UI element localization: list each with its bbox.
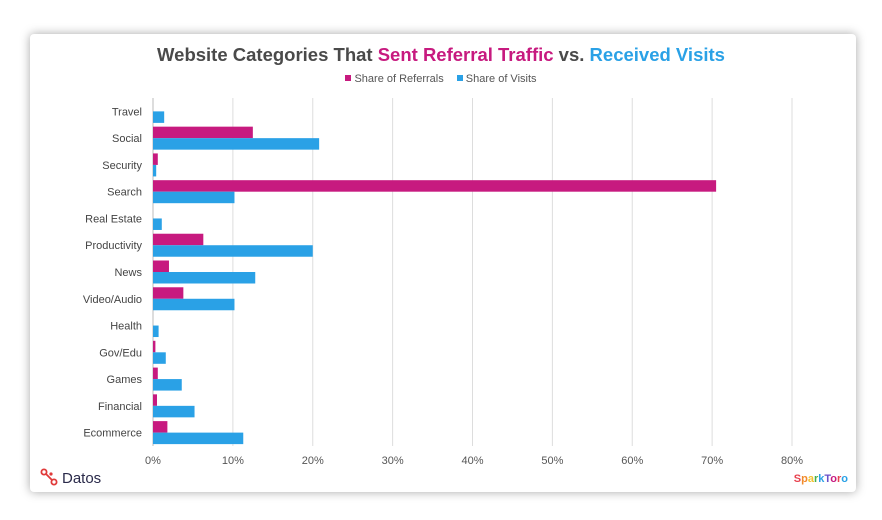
x-tick-label: 10% xyxy=(222,455,244,467)
x-tick-label: 30% xyxy=(382,455,404,467)
sparktoro-label: SparkToro xyxy=(794,473,848,485)
title-part1: Website Categories That xyxy=(157,44,378,65)
legend-item-referrals: Share of Referrals xyxy=(345,73,444,85)
x-tick-label: 0% xyxy=(145,455,161,467)
bar-referrals xyxy=(153,421,168,433)
bar-visits xyxy=(153,298,235,311)
bar-visits xyxy=(153,325,159,338)
datos-label: Datos xyxy=(62,470,102,487)
bar-referrals xyxy=(153,126,253,139)
bar-referrals xyxy=(153,367,158,380)
legend-label-referrals: Share of Referrals xyxy=(354,73,444,85)
bar-visits xyxy=(153,191,235,204)
bar-visits xyxy=(153,379,182,391)
category-label: Financial xyxy=(98,401,142,413)
bar-referrals xyxy=(153,260,169,272)
category-label: News xyxy=(114,267,142,279)
category-label: Video/Audio xyxy=(83,294,142,306)
datos-brand: Datos xyxy=(40,468,101,487)
x-tick-label: 50% xyxy=(541,455,563,467)
category-label: Productivity xyxy=(85,240,142,252)
x-tick-label: 70% xyxy=(701,455,723,467)
legend-swatch-referrals xyxy=(345,75,352,81)
sparktoro-letter: a xyxy=(807,473,814,485)
legend-item-visits: Share of Visits xyxy=(456,73,537,85)
legend-label-visits: Share of Visits xyxy=(465,73,537,85)
category-label: Health xyxy=(110,321,142,333)
x-tick-label: 20% xyxy=(302,455,324,467)
bar-visits xyxy=(153,138,320,150)
category-label: Social xyxy=(112,133,142,145)
x-tick-label: 80% xyxy=(781,455,803,467)
category-label: Security xyxy=(102,160,142,172)
category-label: Ecommerce xyxy=(83,428,142,440)
legend: Share of Referrals Share of Visits xyxy=(0,73,882,85)
sparktoro-letter: o xyxy=(841,473,848,485)
bar-referrals xyxy=(153,340,156,353)
category-label: Real Estate xyxy=(85,213,142,225)
sparktoro-letter: o xyxy=(830,473,837,485)
chart-title: Website Categories That Sent Referral Tr… xyxy=(0,44,882,66)
bar-visits xyxy=(153,432,244,445)
sparktoro-letter: k xyxy=(818,473,825,485)
title-part4: Received Visits xyxy=(589,44,725,65)
bar-visits xyxy=(153,272,256,284)
sparktoro-letter: r xyxy=(836,473,842,485)
category-label: Gov/Edu xyxy=(99,347,142,359)
category-label: Games xyxy=(107,374,143,386)
bar-visits xyxy=(153,164,157,177)
sparktoro-letter: S xyxy=(793,473,802,485)
sparktoro-letter: T xyxy=(824,473,831,485)
bar-referrals xyxy=(153,287,184,299)
title-part3: vs. xyxy=(553,44,590,65)
sparktoro-letter: r xyxy=(813,473,819,485)
title-part2: Sent Referral Traffic xyxy=(377,44,554,65)
bar-visits xyxy=(153,111,165,123)
bar-referrals xyxy=(153,394,157,406)
sparktoro-brand: SparkToro xyxy=(794,473,848,485)
bar-visits xyxy=(153,352,166,364)
category-label: Search xyxy=(107,187,142,199)
bar-referrals xyxy=(153,180,717,192)
bar-visits xyxy=(153,245,313,257)
bar-visits xyxy=(153,218,162,230)
datos-logo-icon xyxy=(40,468,58,486)
legend-swatch-visits xyxy=(456,75,463,81)
category-label: Travel xyxy=(112,106,142,118)
x-tick-label: 60% xyxy=(621,455,643,467)
sparktoro-letter: p xyxy=(801,473,808,485)
bar-visits xyxy=(153,405,195,418)
bar-referrals xyxy=(153,233,204,246)
x-tick-label: 40% xyxy=(461,455,483,467)
bar-referrals xyxy=(153,153,158,165)
